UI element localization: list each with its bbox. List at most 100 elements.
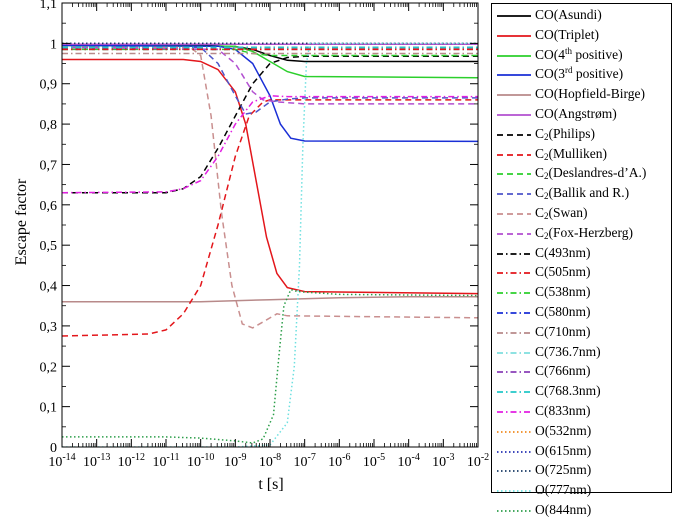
legend-swatch (497, 490, 531, 493)
legend-item: CO(Triplet) (492, 26, 671, 46)
x-tick-label: 10-11 (153, 452, 180, 470)
legend-swatch (497, 213, 531, 215)
legend-label: C2(Deslandres-d’A.) (535, 165, 647, 182)
legend-label: C(538nm) (535, 284, 591, 300)
legend-item: CO(Hopfield-Birge) (492, 85, 671, 105)
legend-label: C(493nm) (535, 244, 591, 260)
series-line-3 (62, 44, 478, 143)
series-line-2 (62, 44, 478, 79)
y-tick-label: 0,5 (40, 239, 58, 254)
legend-item: C(493nm) (492, 244, 671, 264)
x-tick-label: 10-3 (432, 452, 454, 470)
x-tick-label: 10-2 (467, 452, 489, 470)
legend-item: O(725nm) (492, 461, 671, 481)
legend-item: CO(3rd positive) (492, 65, 671, 85)
legend-item: O(615nm) (492, 442, 671, 462)
legend-swatch (497, 193, 531, 196)
legend-label: C(736.7nm) (535, 343, 601, 359)
x-tick-label: 10-10 (187, 452, 214, 470)
y-tick-label: 0,3 (40, 320, 58, 335)
legend-swatch (497, 133, 531, 136)
legend-label: CO(Hopfield-Birge) (535, 86, 645, 102)
legend-swatch (497, 54, 531, 57)
legend-swatch (497, 292, 531, 295)
legend-item: O(532nm) (492, 422, 671, 442)
legend-item: CO(Asundi) (492, 6, 671, 26)
series-line-4 (62, 296, 478, 303)
legend-swatch (497, 34, 531, 37)
legend-swatch (497, 74, 531, 77)
legend-swatch (497, 450, 531, 453)
series-line-6 (62, 55, 478, 194)
x-tick-label: 10-4 (397, 452, 419, 470)
y-tick-label: 0,9 (40, 78, 58, 93)
legend-swatch (497, 312, 531, 314)
legend-label: O(615nm) (535, 442, 592, 458)
legend-label: O(777nm) (535, 482, 592, 498)
y-tick-label: 0,8 (40, 118, 58, 133)
legend-label: C(710nm) (535, 323, 591, 339)
legend-swatch (497, 391, 531, 394)
legend-item: C2(Ballik and R.) (492, 184, 671, 204)
x-tick-label: 10-6 (328, 452, 350, 470)
y-tick-label: 1 (50, 37, 57, 52)
legend-label: CO(3rd positive) (535, 65, 624, 82)
legend-label: C2(Philips) (535, 125, 596, 142)
y-tick-label: 0,4 (40, 280, 58, 295)
legend-swatch (497, 173, 531, 176)
legend-item: C2(Swan) (492, 204, 671, 224)
legend: CO(Asundi) CO(Triplet) CO(4th positive) CO(… (491, 3, 672, 517)
legend-swatch (497, 331, 531, 334)
legend-label: C2(Ballik and R.) (535, 185, 630, 202)
legend-label: C2(Swan) (535, 205, 588, 221)
legend-label: CO(4th positive) (535, 45, 623, 62)
legend-label: C(580nm) (535, 304, 591, 319)
plot-area (62, 3, 478, 447)
legend-item: C(505nm) (492, 263, 671, 283)
legend-swatch (497, 510, 531, 512)
legend-item: O(777nm) (492, 481, 671, 501)
y-tick-label: 0 (50, 441, 57, 456)
legend-swatch (497, 252, 531, 255)
x-tick-label: 10-9 (224, 452, 246, 470)
legend-label: C(505nm) (535, 264, 591, 280)
legend-swatch (497, 371, 531, 374)
legend-item: C(768.3nm) (492, 382, 671, 402)
legend-item: C(736.7nm) (492, 343, 671, 363)
legend-item: C(538nm) (492, 283, 671, 303)
series-layer (62, 42, 478, 447)
legend-swatch (497, 15, 531, 17)
series-line-1 (62, 58, 478, 295)
x-tick-label: 10-14 (48, 452, 75, 470)
legend-label: O(532nm) (535, 422, 592, 438)
x-tick-label: 10-7 (293, 452, 315, 470)
legend-item: C(580nm) (492, 303, 671, 323)
legend-item: C(766nm) (492, 362, 671, 382)
legend-swatch (497, 232, 531, 235)
legend-label: C2(Fox-Herzberg) (535, 224, 633, 241)
series-line-7 (62, 99, 478, 337)
legend-item: C(833nm) (492, 402, 671, 422)
y-axis-label: Escape factor (13, 178, 30, 266)
legend-swatch (497, 153, 531, 156)
legend-label: C(833nm) (535, 403, 591, 418)
series-line-10 (62, 46, 478, 329)
x-tick-label: 10-8 (259, 452, 281, 470)
series-line-9 (62, 46, 478, 115)
x-tick-label: 10-13 (83, 452, 110, 470)
x-tick-label: 10-12 (118, 452, 145, 470)
series-line-20 (62, 95, 478, 194)
legend-label: O(844nm) (535, 502, 592, 517)
x-tick-label: 10-5 (363, 452, 385, 470)
legend-item: CO(4th positive) (492, 46, 671, 66)
y-tick-label: 1,1 (40, 0, 58, 12)
legend-label: C(768.3nm) (535, 383, 601, 399)
legend-swatch (497, 430, 531, 433)
y-tick-label: 0,2 (40, 360, 58, 375)
legend-label: CO(Triplet) (535, 26, 600, 42)
y-tick-label: 0,6 (40, 199, 58, 214)
tick-layer: 10-14 10-13 10-12 10-11 10-10 10-9 10-8 10-7 10-… (40, 0, 490, 470)
x-axis-label: t [s] (258, 476, 284, 493)
legend-item: C2(Fox-Herzberg) (492, 224, 671, 244)
legend-item: C2(Philips) (492, 125, 671, 145)
